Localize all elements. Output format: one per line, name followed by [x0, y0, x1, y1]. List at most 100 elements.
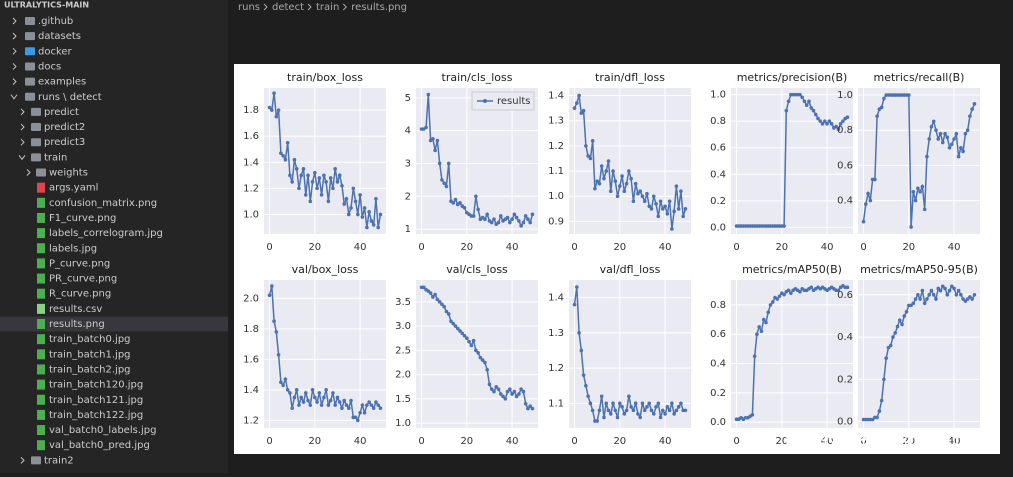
point [879, 105, 884, 110]
point [575, 285, 579, 289]
explorer-item[interactable]: F1_curve.png [49, 213, 116, 224]
chevron[interactable] [12, 78, 17, 85]
explorer-item[interactable]: predict [44, 107, 79, 118]
explorer-item[interactable]: train [44, 152, 67, 163]
explorer-item[interactable]: results.csv [49, 304, 102, 315]
point [913, 297, 918, 301]
chevron[interactable] [26, 169, 31, 176]
y-tick-label: 0.0 [710, 222, 726, 233]
point [510, 217, 514, 222]
explorer-item[interactable]: .github [38, 16, 73, 27]
y-tick-label: 0.2 [710, 196, 726, 207]
explorer-item[interactable]: val_batch0_labels.jpg [49, 425, 156, 436]
explorer-item[interactable]: predict2 [44, 122, 85, 133]
explorer-item[interactable]: runs \ detect [38, 92, 102, 103]
explorer-item[interactable]: train_batch1.jpg [49, 349, 131, 360]
point [931, 293, 936, 297]
point [333, 167, 337, 171]
point [642, 199, 647, 204]
breadcrumb-item[interactable]: train [316, 2, 339, 13]
chevron[interactable] [12, 17, 17, 25]
x-tick-label: 20 [902, 242, 915, 253]
chevron[interactable] [20, 138, 25, 146]
point [485, 367, 489, 372]
point [789, 291, 793, 295]
point [811, 108, 816, 113]
point [349, 398, 353, 403]
explorer-item[interactable]: train2 [44, 455, 74, 466]
point [446, 161, 451, 166]
explorer-item[interactable]: PR_curve.png [49, 274, 117, 285]
explorer-item[interactable]: train_batch2.jpg [49, 364, 131, 375]
point [786, 288, 791, 293]
point [458, 201, 462, 205]
explorer-item[interactable]: labels.jpg [49, 243, 97, 254]
point [514, 394, 519, 399]
point [608, 412, 613, 416]
point [476, 350, 480, 355]
y-tick-label: 1.6 [243, 354, 259, 365]
chevron[interactable] [12, 32, 17, 40]
point [764, 320, 768, 325]
point [916, 293, 920, 297]
explorer-item[interactable]: args.yaml [49, 183, 98, 194]
y-tick-label: 2 [405, 191, 411, 202]
explorer-item[interactable]: results.png [49, 319, 105, 330]
breadcrumb-item[interactable]: detect [272, 2, 304, 13]
explorer-item[interactable]: val_batch0_pred.jpg [49, 440, 150, 451]
point [864, 202, 868, 206]
explorer-item[interactable]: R_curve.png [49, 289, 111, 300]
point [281, 153, 285, 158]
explorer-item[interactable]: P_curve.png [49, 258, 110, 269]
explorer-item[interactable]: docs [38, 61, 61, 72]
point [818, 119, 823, 123]
point [929, 124, 934, 129]
point [581, 373, 586, 377]
point [444, 184, 449, 189]
explorer-item[interactable]: confusion_matrix.png [49, 198, 157, 209]
chevron[interactable] [12, 63, 17, 70]
point [658, 199, 663, 204]
chevron[interactable] [20, 456, 25, 464]
point [344, 403, 349, 407]
chevron[interactable] [20, 108, 25, 116]
chevron[interactable] [20, 123, 25, 131]
explorer-item[interactable]: weights [49, 168, 88, 179]
point [911, 301, 916, 306]
breadcrumb-item[interactable]: runs [238, 2, 260, 13]
point [501, 394, 505, 399]
chevron[interactable] [12, 47, 17, 55]
x-tick-label: 0 [571, 436, 577, 447]
chevron[interactable] [10, 94, 18, 100]
explorer-item[interactable]: labels_correlogram.jpg [49, 228, 163, 239]
explorer-item[interactable]: train_batch120.jpg [49, 380, 143, 391]
point [360, 215, 365, 219]
explorer-item[interactable]: train_batch122.jpg [49, 410, 143, 421]
chevron[interactable] [18, 155, 26, 161]
explorer-item[interactable]: train_batch0.jpg [49, 334, 131, 345]
point [633, 181, 638, 186]
point [476, 207, 480, 212]
point [579, 348, 584, 353]
point [331, 186, 335, 191]
point [340, 406, 344, 410]
y-tick-label: 2.5 [395, 345, 411, 356]
file-icon [37, 349, 45, 360]
y-tick-label: 1.3 [548, 328, 564, 339]
point [306, 398, 310, 403]
explorer-item[interactable]: datasets [38, 31, 81, 42]
explorer-item[interactable]: examples [38, 77, 86, 88]
watermark: 掘金技术社区 @ JinYoMo [783, 429, 1000, 451]
point [437, 161, 442, 166]
point [676, 405, 681, 409]
x-tick-label: 20 [308, 436, 321, 447]
y-tick-label: 1.5 [395, 394, 411, 405]
point [335, 180, 340, 184]
explorer-item[interactable]: train_batch121.jpg [49, 395, 143, 406]
point [888, 343, 893, 348]
breadcrumb-item[interactable]: results.png [351, 2, 407, 13]
point [431, 295, 435, 299]
point [358, 193, 362, 197]
explorer-item[interactable]: predict3 [44, 137, 85, 148]
explorer-item[interactable]: docker [38, 46, 73, 57]
